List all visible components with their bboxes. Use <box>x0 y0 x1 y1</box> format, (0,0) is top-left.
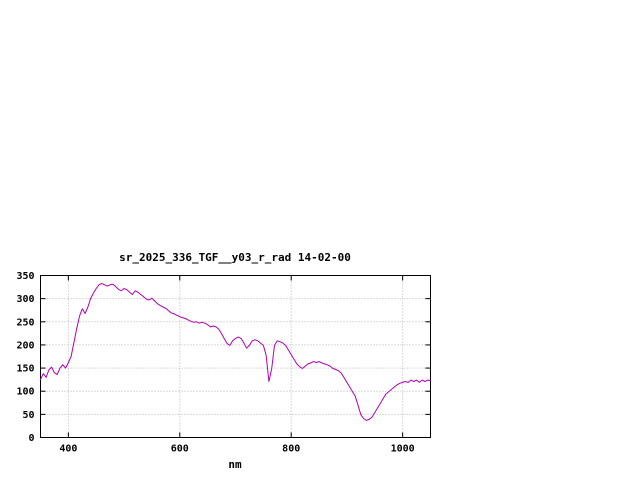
series-line <box>40 282 431 421</box>
plot-border <box>40 275 431 438</box>
y-tick-labels: 0 50 100 150 200 250 300 350 <box>16 271 34 444</box>
y-tick-label: 300 <box>16 294 34 305</box>
chart-title: sr_2025_336_TGF__y03_r_rad 14-02-00 <box>119 251 351 264</box>
y-tick-label: 250 <box>16 317 34 328</box>
y-tick-label: 350 <box>16 271 34 282</box>
y-tick-label: 150 <box>16 364 34 375</box>
y-tick-label: 100 <box>16 387 34 398</box>
x-axis-label: nm <box>228 458 242 471</box>
x-tick-label: 800 <box>282 444 300 455</box>
x-tick-label: 400 <box>59 444 77 455</box>
x-tick-labels: 400 600 800 1000 <box>59 444 414 455</box>
y-tick-label: 200 <box>16 340 34 351</box>
chart-gridlines <box>40 275 431 438</box>
y-tick-label: 0 <box>28 433 34 444</box>
chart-ticks <box>40 275 431 438</box>
x-tick-label: 1000 <box>391 444 415 455</box>
x-tick-label: 600 <box>171 444 189 455</box>
y-tick-label: 50 <box>22 410 34 421</box>
